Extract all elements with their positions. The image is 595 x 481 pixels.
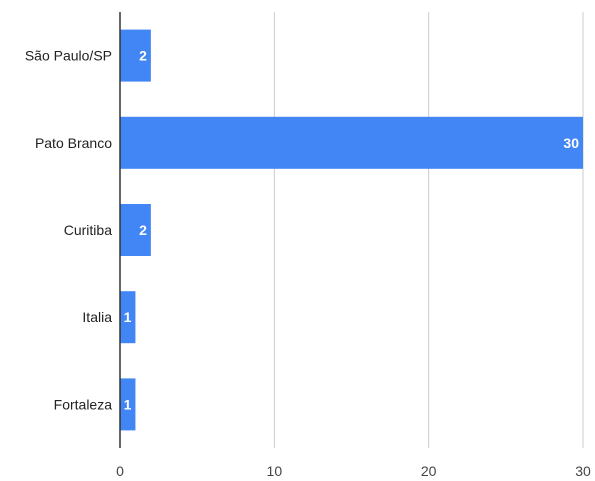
data-label-4: 1 [124, 396, 132, 412]
data-label-1: 30 [563, 135, 579, 151]
x-tick-label-10: 10 [267, 463, 283, 479]
bar-2 [120, 204, 151, 256]
bar-4 [120, 378, 136, 431]
category-label-0: São Paulo/SP [25, 48, 112, 64]
category-label-1: Pato Branco [35, 135, 112, 151]
category-label-4: Fortaleza [54, 396, 113, 412]
data-label-3: 1 [124, 309, 132, 325]
bar-3 [120, 291, 136, 344]
bar-0 [120, 29, 151, 82]
data-label-0: 2 [139, 48, 147, 64]
x-tick-label-20: 20 [421, 463, 437, 479]
data-label-2: 2 [139, 222, 147, 238]
x-tick-label-30: 30 [575, 463, 591, 479]
category-label-2: Curitiba [64, 222, 112, 238]
x-tick-label-0: 0 [116, 463, 124, 479]
category-label-3: Italia [82, 309, 112, 325]
bar-1 [120, 116, 583, 169]
